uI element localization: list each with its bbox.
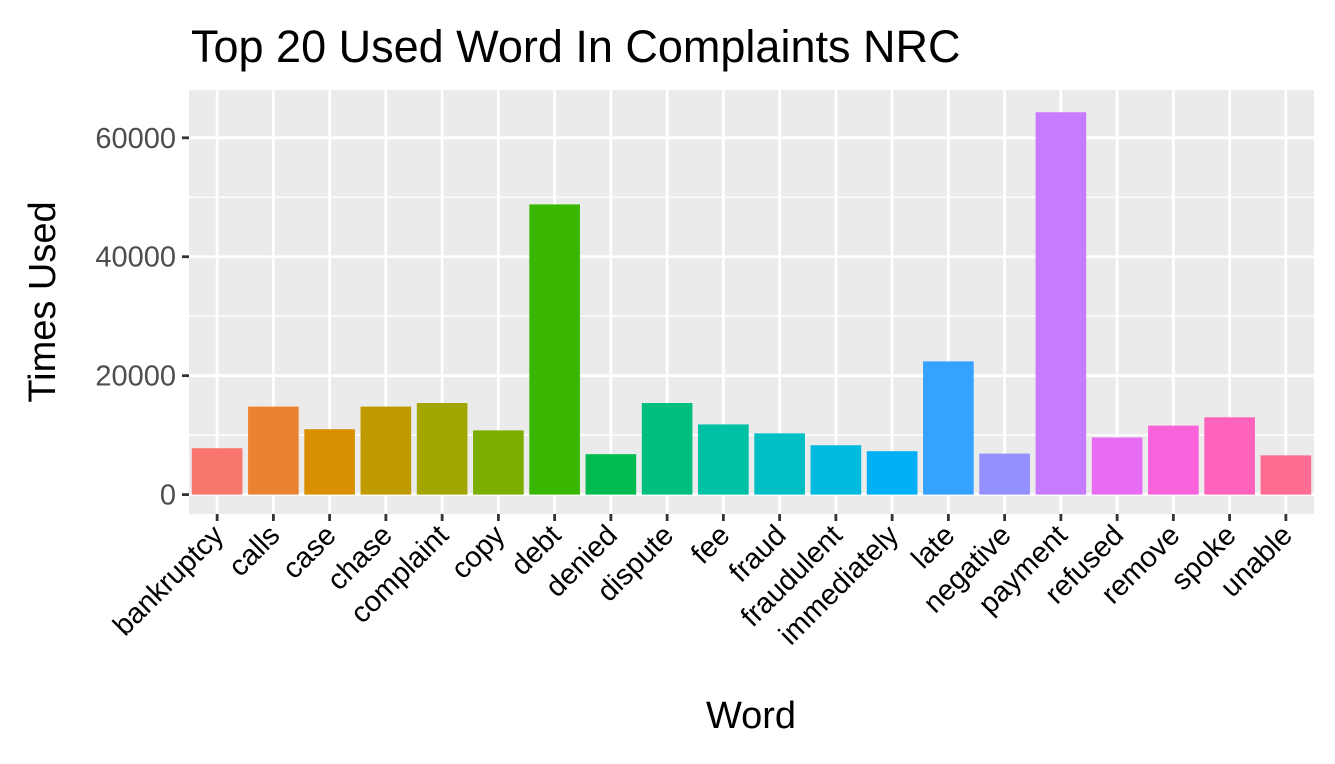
y-tick-label: 0: [160, 480, 176, 512]
bar-remove: [1148, 425, 1199, 495]
chart-title: Top 20 Used Word In Complaints NRC: [191, 21, 960, 72]
bar-debt: [529, 204, 580, 495]
x-tick-label: calls: [223, 519, 287, 583]
bar-spoke: [1204, 417, 1255, 495]
x-tick-label: copy: [445, 519, 511, 585]
bar-payment: [1035, 112, 1087, 495]
bar-case: [304, 429, 355, 495]
x-axis: bankruptcycallscasechasecomplaintcopydeb…: [107, 514, 1299, 651]
y-tick-label: 40000: [95, 242, 176, 274]
x-axis-title: Word: [706, 695, 796, 737]
y-tick-label: 60000: [95, 123, 176, 155]
bar-chase: [360, 406, 412, 495]
bar-negative: [979, 453, 1030, 495]
bar-denied: [585, 454, 637, 495]
bar-complaint: [416, 403, 468, 495]
bar-fraud: [754, 433, 805, 495]
bar-copy: [473, 430, 524, 495]
bars: [191, 112, 1312, 495]
y-axis: 0 20000 40000 60000: [95, 123, 189, 512]
x-tick-label: bankruptcy: [107, 519, 230, 642]
bar-bankruptcy: [191, 448, 243, 495]
bar-immediately: [866, 451, 918, 495]
bar-dispute: [641, 403, 693, 495]
bar-refused: [1091, 437, 1143, 495]
y-tick-label: 20000: [95, 361, 176, 393]
plot-panel: [189, 90, 1314, 514]
bar-calls: [248, 406, 299, 495]
bar-late: [923, 361, 974, 495]
y-axis-title: Times Used: [22, 201, 64, 402]
bar-fraudulent: [810, 445, 862, 495]
bar-fee: [698, 424, 749, 495]
bar-unable: [1260, 455, 1312, 495]
